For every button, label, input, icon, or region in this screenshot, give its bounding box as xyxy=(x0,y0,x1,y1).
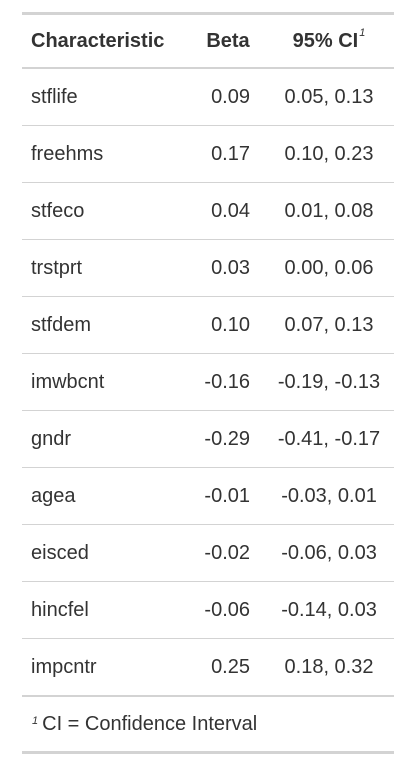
cell-characteristic: impcntr xyxy=(31,655,97,678)
cell-beta: 0.25 xyxy=(211,655,250,678)
table-row: impcntr 0.25 0.18, 0.32 xyxy=(22,639,394,695)
cell-characteristic: freehms xyxy=(31,142,104,165)
table-row: hincfel -0.06 -0.14, 0.03 xyxy=(22,582,394,639)
cell-characteristic: imwbcnt xyxy=(31,370,105,393)
cell-beta: 0.17 xyxy=(211,142,250,165)
header-ci: 95% CI1 xyxy=(264,26,394,53)
table-row: imwbcnt -0.16 -0.19, -0.13 xyxy=(22,354,394,411)
cell-characteristic: stfeco xyxy=(31,199,85,222)
table-row: gndr -0.29 -0.41, -0.17 xyxy=(22,411,394,468)
table-body: stflife 0.09 0.05, 0.13 freehms 0.17 0.10, 0.… xyxy=(22,69,394,695)
cell-characteristic: trstprt xyxy=(31,256,83,279)
cell-beta: 0.04 xyxy=(211,199,250,222)
cell-characteristic: hincfel xyxy=(31,598,89,621)
cell-characteristic: stflife xyxy=(31,85,78,108)
footnote-mark: 1 xyxy=(32,715,39,727)
table-footnote: 1 CI = Confidence Interval xyxy=(22,697,394,751)
table-row: stflife 0.09 0.05, 0.13 xyxy=(22,69,394,126)
header-ci-label: 95% CI xyxy=(292,29,359,52)
table-row: stfeco 0.04 0.01, 0.08 xyxy=(22,183,394,240)
cell-characteristic: stfdem xyxy=(31,313,92,336)
cell-ci: 0.10, 0.23 xyxy=(284,142,374,165)
cell-beta: -0.02 xyxy=(204,541,250,564)
table-row: trstprt 0.03 0.00, 0.06 xyxy=(22,240,394,297)
table-row: agea -0.01 -0.03, 0.01 xyxy=(22,468,394,525)
cell-ci: -0.03, 0.01 xyxy=(281,484,377,507)
cell-beta: -0.01 xyxy=(204,484,250,507)
cell-ci: 0.05, 0.13 xyxy=(284,85,374,108)
cell-ci: 0.00, 0.06 xyxy=(284,256,374,279)
table-row: freehms 0.17 0.10, 0.23 xyxy=(22,126,394,183)
cell-beta: 0.03 xyxy=(211,256,250,279)
table-row: stfdem 0.10 0.07, 0.13 xyxy=(22,297,394,354)
table-top-rule xyxy=(22,12,394,15)
table-row: eisced -0.02 -0.06, 0.03 xyxy=(22,525,394,582)
cell-ci: -0.41, -0.17 xyxy=(277,427,381,450)
header-ci-footnote-mark: 1 xyxy=(359,26,366,39)
cell-beta: -0.29 xyxy=(204,427,250,450)
cell-ci: -0.06, 0.03 xyxy=(281,541,377,564)
table-header-row: Characteristic Beta 95% CI1 xyxy=(22,15,394,69)
footnote-text: CI = Confidence Interval xyxy=(42,712,258,735)
regression-table: Characteristic Beta 95% CI1 stflife 0.09 0… xyxy=(22,12,394,754)
header-beta: Beta xyxy=(206,29,250,52)
cell-characteristic: agea xyxy=(31,484,76,507)
cell-beta: 0.09 xyxy=(211,85,250,108)
cell-characteristic: gndr xyxy=(31,427,72,450)
cell-characteristic: eisced xyxy=(31,541,89,564)
cell-ci: -0.19, -0.13 xyxy=(277,370,381,393)
cell-ci: 0.01, 0.08 xyxy=(284,199,374,222)
cell-ci: 0.07, 0.13 xyxy=(284,313,374,336)
cell-ci: 0.18, 0.32 xyxy=(284,655,374,678)
cell-ci: -0.14, 0.03 xyxy=(281,598,377,621)
table-bottom-rule xyxy=(22,751,394,754)
table-body-bottom-rule xyxy=(22,695,394,697)
cell-beta: 0.10 xyxy=(211,313,250,336)
header-characteristic: Characteristic xyxy=(31,29,165,52)
cell-beta: -0.06 xyxy=(204,598,250,621)
cell-beta: -0.16 xyxy=(204,370,250,393)
